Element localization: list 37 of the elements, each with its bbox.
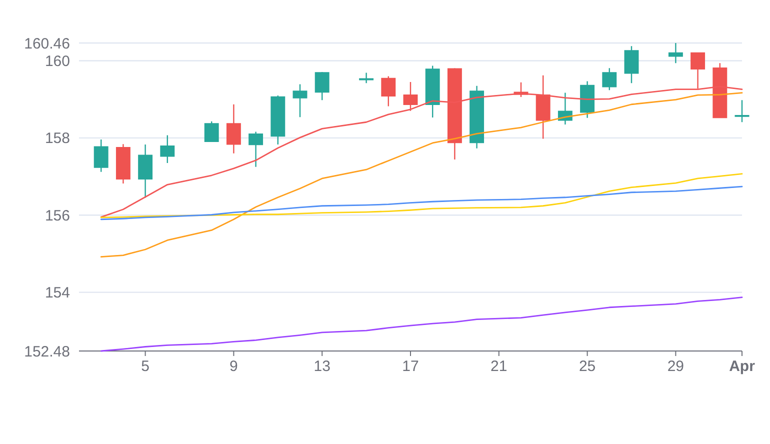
y-tick-label: 158 [44, 130, 70, 148]
candlestick [226, 104, 241, 154]
x-tick-label: 17 [402, 358, 419, 375]
x-tick-label: 13 [314, 358, 330, 375]
candlestick [204, 120, 219, 142]
x-tick-label: 29 [667, 358, 684, 375]
candlestick [580, 80, 595, 118]
candlestick [381, 76, 396, 107]
candlestick [602, 67, 617, 91]
line-series [100, 173, 743, 218]
candlestick [248, 131, 264, 168]
x-tick-label: 25 [578, 358, 596, 375]
candlestick [425, 65, 440, 118]
y-tick-label: 160.46 [24, 35, 70, 52]
candlestick [668, 42, 683, 64]
candlestick [94, 138, 108, 173]
y-tick-label: 156 [44, 207, 70, 224]
candlestick [359, 72, 374, 84]
candlestick [138, 144, 153, 198]
candlestick [734, 100, 750, 123]
y-tick-label: 152.48 [24, 343, 70, 360]
x-tick-label: Apr [729, 358, 756, 375]
line-series [100, 186, 743, 220]
candlestick [292, 84, 308, 118]
candlestick [270, 94, 286, 146]
candlestick [160, 134, 175, 164]
line-series [100, 92, 743, 258]
candlestick [624, 45, 639, 84]
y-tick-label: 154 [44, 284, 70, 302]
candlestick [116, 144, 130, 184]
x-tick-label: 21 [490, 358, 508, 375]
x-tick-label: 9 [230, 358, 238, 375]
candlestick [470, 85, 484, 149]
candlestick [314, 71, 330, 101]
line-series [100, 296, 743, 352]
x-tick-label: 5 [141, 358, 150, 375]
y-tick-label: 160 [44, 53, 70, 70]
